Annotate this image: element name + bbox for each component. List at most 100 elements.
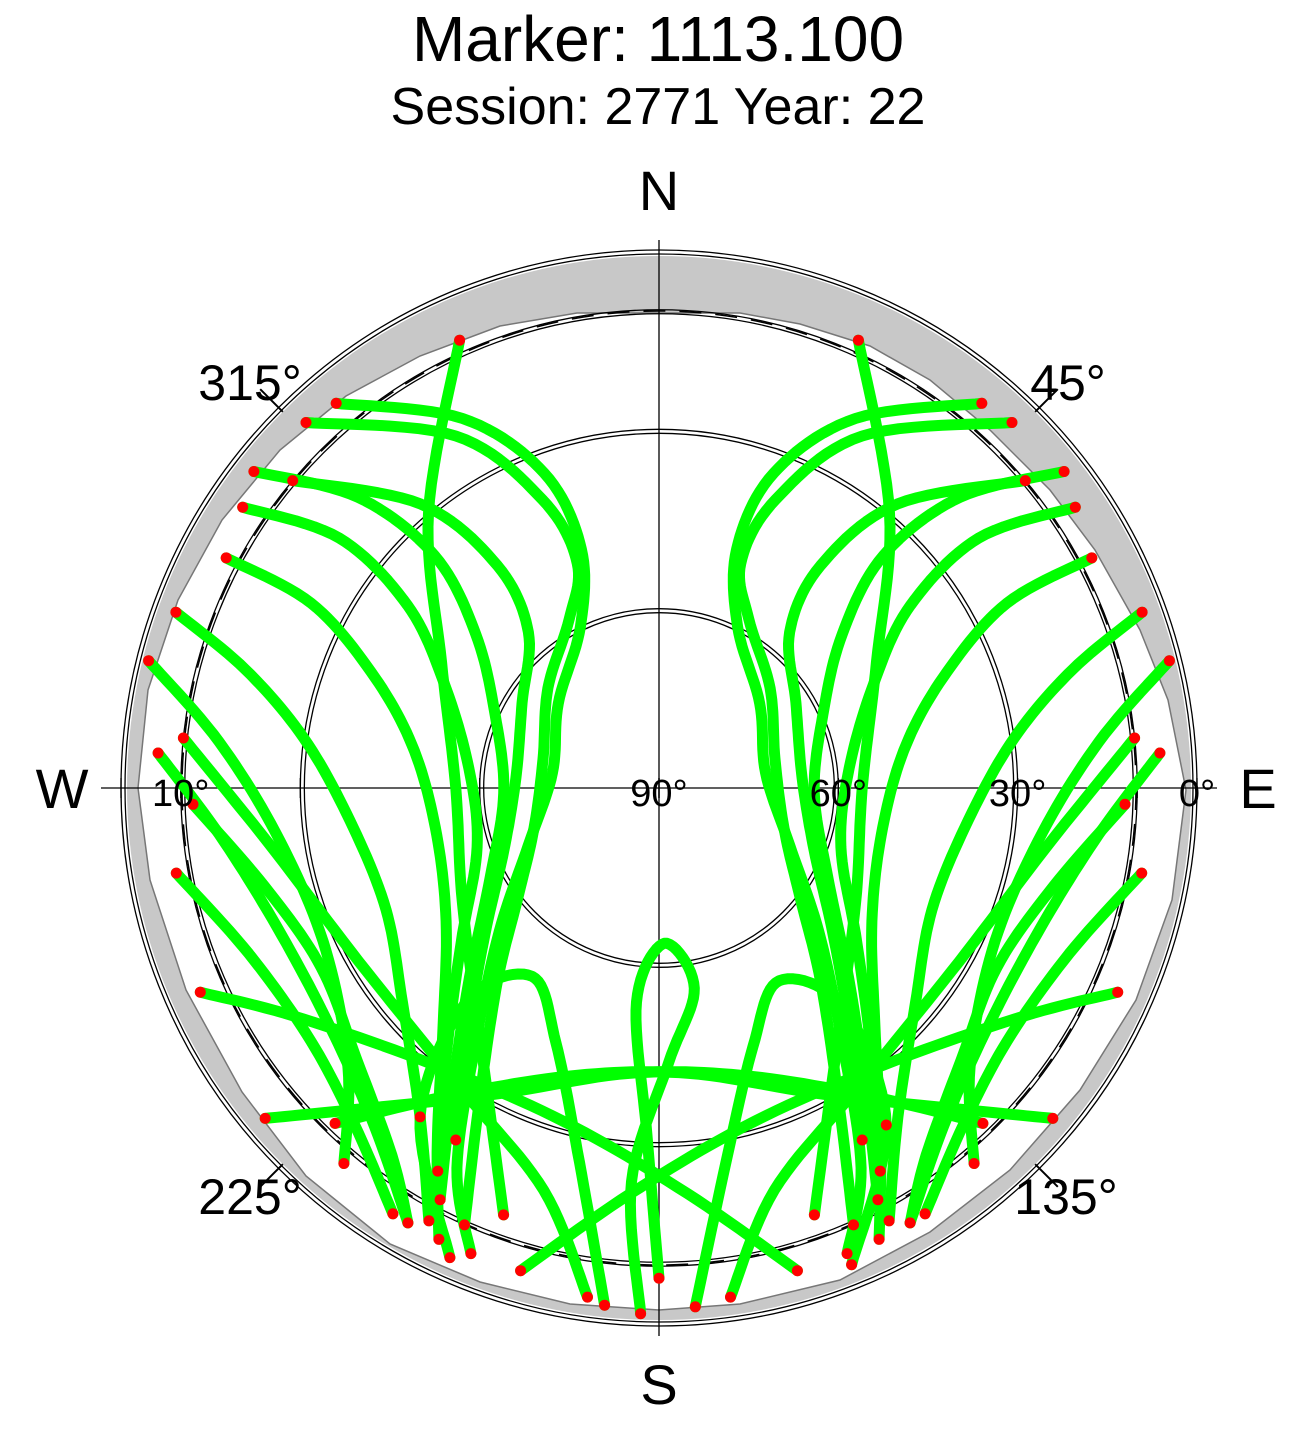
track-endpoint-52 <box>338 1158 350 1169</box>
visible-sky-area <box>137 312 1187 1311</box>
track-endpoint-21 <box>904 1217 916 1229</box>
chart-subtitle: Session: 2771 Year: 22 <box>390 78 926 136</box>
track-endpoint-44 <box>465 1248 477 1260</box>
track-endpoint-60 <box>1129 732 1141 744</box>
track-endpoint-33 <box>237 501 249 513</box>
track-endpoint-7 <box>1136 606 1148 618</box>
track-endpoint-53 <box>329 1117 341 1129</box>
track-endpoint-38 <box>170 867 182 879</box>
track-endpoint-64 <box>599 1299 611 1311</box>
track-endpoint-61 <box>635 1308 647 1320</box>
azimuth-label-225: 225° <box>198 1169 301 1225</box>
elevation-label-10: 10° <box>152 773 209 815</box>
azimuth-tick-135 <box>1034 1163 1059 1188</box>
track-endpoint-57 <box>582 1291 593 1303</box>
track-endpoint-43 <box>450 1134 462 1146</box>
satellite-track-11 <box>300 417 584 1231</box>
track-endpoint-2 <box>1019 475 1031 487</box>
direction-label-south: S <box>640 1353 677 1416</box>
direction-label-north: N <box>639 159 679 222</box>
track-endpoint-23 <box>808 1209 820 1221</box>
track-endpoint-25 <box>977 1117 989 1129</box>
track-endpoint-59 <box>725 1291 736 1303</box>
satellite-tracks <box>143 334 1175 1320</box>
track-endpoint-54 <box>414 1111 426 1123</box>
track-endpoint-40 <box>143 655 155 667</box>
track-endpoint-13 <box>1047 1112 1059 1124</box>
elevation-label-60: 60° <box>810 773 867 815</box>
track-endpoint-18 <box>874 1165 886 1177</box>
azimuth-tick-315 <box>259 388 284 413</box>
track-endpoint-55 <box>444 1252 456 1264</box>
track-endpoint-17 <box>872 1194 884 1206</box>
track-endpoint-49 <box>402 1217 414 1229</box>
track-endpoint-65 <box>791 1265 803 1277</box>
satellite-track-22 <box>808 334 896 1221</box>
track-endpoint-3 <box>976 397 988 409</box>
track-endpoint-5 <box>1069 501 1081 513</box>
track-endpoint-20 <box>883 1215 895 1227</box>
track-endpoint-35 <box>170 606 182 618</box>
track-endpoint-19 <box>873 1233 885 1245</box>
track-endpoint-51 <box>498 1209 510 1221</box>
chart-title: Marker: 1113.100 <box>411 3 905 75</box>
track-endpoint-30 <box>287 475 299 487</box>
track-endpoint-29 <box>300 417 312 428</box>
track-endpoint-37 <box>187 798 199 810</box>
plot-labels: N S E W 45° 135° 225° 315° 90° 60° 30° 0° 10° <box>36 159 1277 1416</box>
track-endpoint-32 <box>248 466 260 477</box>
track-endpoint-36 <box>152 747 164 759</box>
track-endpoint-28 <box>1112 986 1124 998</box>
track-endpoint-22 <box>919 1208 931 1220</box>
track-endpoint-62 <box>653 1272 665 1284</box>
track-endpoint-50 <box>387 1208 399 1220</box>
satellite-track-20 <box>170 867 399 1220</box>
elevation-label-90: 90° <box>630 773 687 815</box>
track-endpoint-27 <box>846 1259 858 1271</box>
track-endpoint-66 <box>515 1265 527 1277</box>
satellite-track-32 <box>143 655 355 1169</box>
satellite-track-31 <box>329 1066 1059 1129</box>
track-endpoint-4 <box>1058 466 1070 477</box>
satellite-track-1 <box>734 417 1018 1231</box>
azimuth-label-135: 135° <box>1014 1169 1117 1225</box>
track-endpoint-14 <box>848 1219 859 1231</box>
track-endpoint-6 <box>1086 552 1098 564</box>
direction-label-east: E <box>1239 757 1276 820</box>
satellite-track-3 <box>727 397 988 1260</box>
azimuth-tick-225 <box>259 1163 284 1188</box>
satellite-track-10 <box>919 867 1148 1220</box>
track-endpoint-46 <box>432 1165 444 1177</box>
satellite-track-21 <box>422 334 510 1221</box>
track-endpoint-56 <box>194 986 206 998</box>
satellite-track-13 <box>330 397 591 1260</box>
track-endpoint-15 <box>856 1134 868 1146</box>
azimuth-label-45: 45° <box>1030 355 1106 411</box>
track-endpoint-47 <box>433 1233 445 1245</box>
track-endpoint-16 <box>841 1248 853 1260</box>
track-endpoint-1 <box>1006 417 1018 428</box>
direction-label-west: W <box>36 757 89 820</box>
satellite-track-23 <box>177 732 593 1303</box>
track-endpoint-63 <box>689 1301 701 1313</box>
satellite-track-5 <box>835 501 1081 1177</box>
satellite-track-33 <box>963 655 1175 1169</box>
track-endpoint-48 <box>423 1215 435 1227</box>
track-endpoint-9 <box>1119 798 1131 810</box>
track-endpoint-58 <box>177 732 189 744</box>
track-endpoint-11 <box>852 334 864 346</box>
track-endpoint-10 <box>1136 867 1148 879</box>
elevation-label-0: 0° <box>1179 773 1215 815</box>
track-endpoint-8 <box>1154 747 1166 759</box>
azimuth-tick-45 <box>1034 388 1059 413</box>
track-endpoint-45 <box>434 1194 446 1206</box>
track-endpoint-24 <box>968 1158 980 1169</box>
elevation-label-30: 30° <box>989 773 1046 815</box>
satellite-track-24 <box>725 732 1141 1303</box>
track-endpoint-34 <box>220 552 232 564</box>
track-endpoint-42 <box>459 1219 470 1231</box>
track-endpoint-12 <box>1163 655 1175 667</box>
track-endpoint-41 <box>259 1112 271 1124</box>
track-endpoint-26 <box>880 1119 892 1131</box>
track-endpoints <box>143 334 1175 1320</box>
